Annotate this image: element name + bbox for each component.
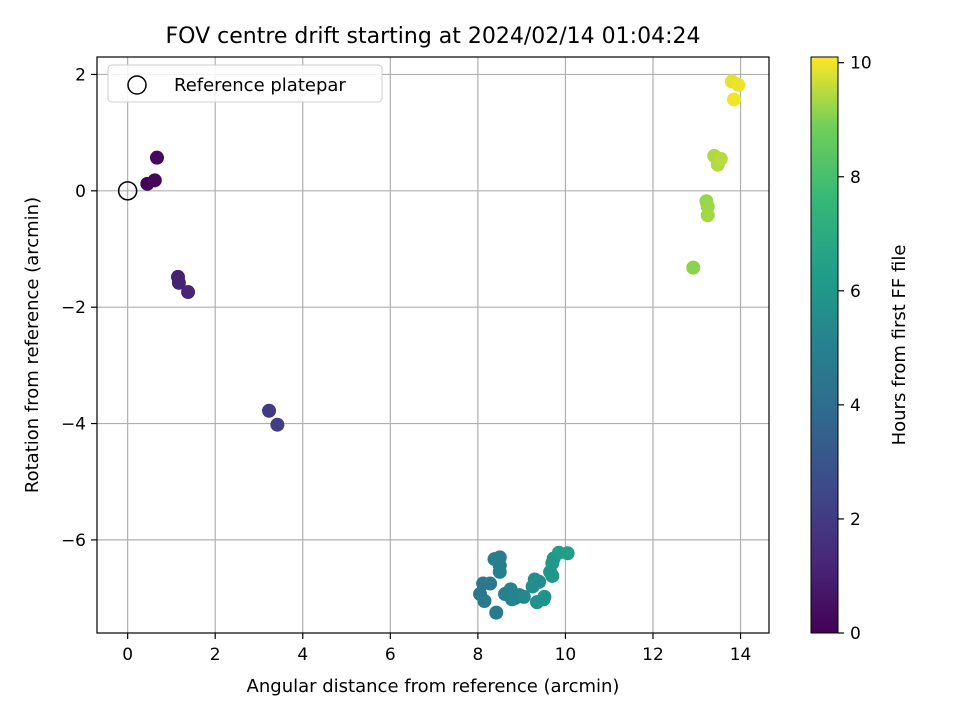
chart-title: FOV centre drift starting at 2024/02/14 … <box>166 24 701 49</box>
y-axis-label: Rotation from reference (arcmin) <box>22 197 43 493</box>
x-axis-label: Angular distance from reference (arcmin) <box>247 676 620 697</box>
legend: Reference platepar <box>107 64 383 103</box>
y-tick-label: −4 <box>61 415 86 435</box>
data-point <box>492 558 507 573</box>
x-axis-ticks: 0 2 4 6 8 10 12 14 <box>122 633 751 665</box>
x-tick-label: 8 <box>472 645 483 665</box>
x-tick-label: 2 <box>210 645 221 665</box>
grid-lines <box>97 57 769 633</box>
colorbar-tick-label: 2 <box>850 510 861 530</box>
data-point <box>262 403 277 418</box>
data-point <box>537 589 552 604</box>
x-tick-label: 14 <box>730 645 752 665</box>
data-point <box>149 150 164 165</box>
x-tick-label: 6 <box>385 645 396 665</box>
data-point <box>483 576 498 591</box>
x-tick-label: 10 <box>555 645 577 665</box>
y-tick-label: 0 <box>75 182 86 202</box>
data-point <box>686 260 701 275</box>
data-point <box>713 151 728 166</box>
data-point <box>147 173 162 188</box>
colorbar-tick-label: 0 <box>850 624 861 644</box>
data-point <box>270 417 285 432</box>
data-point <box>477 594 492 608</box>
colorbar: 0 2 4 6 8 10 Hours from first FF file <box>810 54 910 644</box>
data-point <box>532 574 547 589</box>
legend-marker-open-circle <box>127 75 147 95</box>
data-point <box>489 605 504 620</box>
y-tick-label: −2 <box>61 298 86 318</box>
y-tick-label: −6 <box>61 531 86 551</box>
data-point <box>700 208 715 223</box>
colorbar-label: Hours from first FF file <box>889 245 910 446</box>
y-tick-label: 2 <box>75 65 86 85</box>
reference-point <box>117 181 138 201</box>
colorbar-tick-label: 8 <box>850 168 861 188</box>
data-point <box>516 589 531 604</box>
x-tick-label: 0 <box>122 645 133 665</box>
data-point <box>726 92 741 107</box>
colorbar-gradient <box>810 56 839 634</box>
data-point <box>560 546 575 561</box>
legend-box <box>107 64 383 103</box>
data-point <box>731 77 746 92</box>
data-points <box>140 74 746 620</box>
data-point <box>181 285 196 300</box>
data-point <box>171 275 186 290</box>
colorbar-tick-label: 10 <box>850 54 872 74</box>
legend-label: Reference platepar <box>174 75 346 96</box>
plot-frame <box>96 56 770 634</box>
colorbar-tick-label: 6 <box>850 282 861 302</box>
colorbar-ticks: 0 2 4 6 8 10 <box>838 54 872 644</box>
x-tick-label: 12 <box>642 645 664 665</box>
data-point <box>545 568 560 583</box>
colorbar-tick-label: 4 <box>850 396 861 416</box>
y-axis-ticks: −6 −4 −2 0 2 <box>61 65 97 551</box>
x-tick-label: 4 <box>297 645 308 665</box>
